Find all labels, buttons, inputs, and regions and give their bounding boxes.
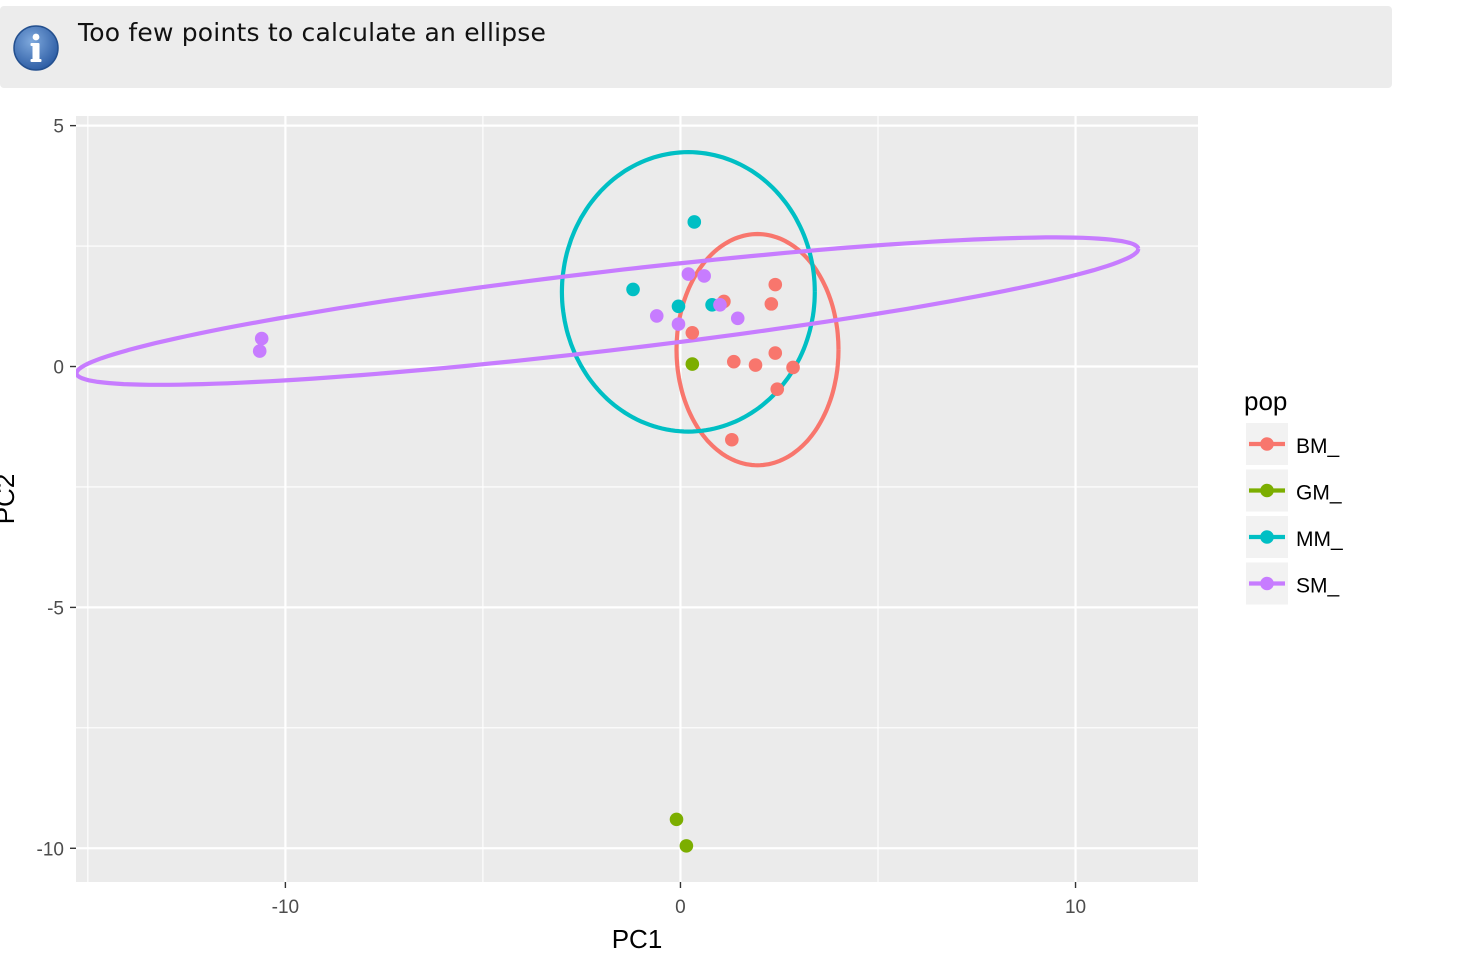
x-tick-label: -10 — [272, 897, 299, 918]
notification-bar: Too few points to calculate an ellipse — [0, 6, 1392, 88]
point-bm — [768, 346, 783, 360]
legend-item-sm: SM_ — [1246, 562, 1340, 605]
legend-item-mm: MM_ — [1246, 516, 1343, 558]
data-points — [252, 215, 800, 853]
grid-lines — [76, 116, 1198, 882]
point-sm — [252, 344, 267, 358]
axes: -10 0 10 5 0 -5 -10 — [37, 117, 1087, 918]
y-tick-label: -5 — [47, 598, 64, 619]
legend-key-point — [1260, 483, 1274, 498]
point-bm — [748, 358, 763, 372]
point-bm — [764, 297, 779, 311]
legend-key-point — [1260, 576, 1274, 591]
point-sm — [730, 311, 745, 326]
info-icon — [13, 25, 59, 71]
point-bm — [685, 325, 700, 340]
legend-item-bm: BM_ — [1246, 423, 1340, 465]
legend-item-gm: GM_ — [1246, 469, 1342, 512]
ellipse-bm — [674, 231, 841, 468]
x-tick-label: 10 — [1065, 897, 1086, 918]
legend-label: MM_ — [1296, 528, 1343, 551]
point-bm — [770, 382, 785, 396]
legend-label: SM_ — [1296, 575, 1340, 598]
y-axis-title: PC2 — [0, 474, 20, 525]
legend-key-point — [1260, 437, 1274, 451]
point-mm — [687, 215, 702, 229]
point-gm — [679, 839, 694, 853]
y-tick-label: 5 — [53, 117, 64, 138]
y-tick-label: -10 — [37, 839, 64, 860]
confidence-ellipses — [76, 149, 1141, 468]
legend: pop BM_ GM_ MM_ SM_ — [1244, 386, 1343, 605]
y-tick-label: 0 — [53, 358, 64, 379]
point-bm — [786, 360, 800, 375]
ellipse-mm — [559, 149, 817, 434]
point-gm — [685, 357, 700, 371]
point-sm — [649, 309, 664, 323]
point-bm — [726, 354, 741, 369]
point-mm — [671, 299, 686, 314]
legend-label: BM_ — [1296, 435, 1340, 458]
point-sm — [681, 267, 696, 281]
ellipse-sm — [76, 235, 1141, 387]
notification-message: Too few points to calculate an ellipse — [78, 18, 547, 47]
point-bm — [768, 277, 783, 292]
legend-label: GM_ — [1296, 482, 1342, 505]
x-tick-label: 0 — [675, 897, 686, 918]
point-gm — [669, 812, 684, 827]
legend-title: pop — [1244, 386, 1287, 416]
point-mm — [626, 282, 640, 297]
x-axis-title: PC1 — [612, 924, 663, 954]
legend-key-point — [1260, 530, 1274, 544]
point-sm — [254, 331, 269, 346]
plot-panel — [76, 116, 1198, 882]
point-sm — [671, 317, 686, 331]
point-bm — [725, 432, 739, 447]
point-sm — [713, 298, 727, 312]
point-sm — [697, 269, 711, 283]
